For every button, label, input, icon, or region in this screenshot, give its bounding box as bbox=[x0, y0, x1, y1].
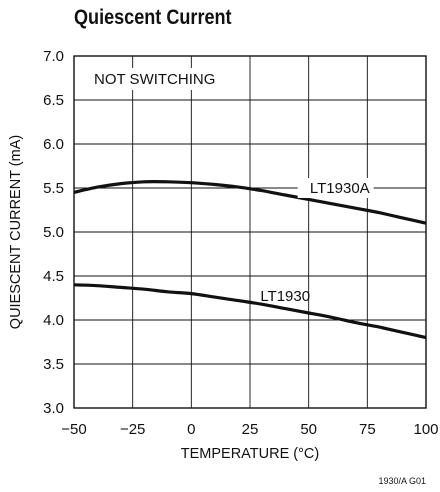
series-label-background bbox=[297, 178, 374, 198]
y-tick-label: 4.5 bbox=[43, 268, 64, 285]
y-tick-label: 3.0 bbox=[43, 400, 64, 417]
chart-title: Quiescent Current bbox=[74, 6, 232, 29]
y-axis-label: QUIESCENT CURRENT (mA) bbox=[8, 135, 24, 329]
series-line-lt1930 bbox=[73, 283, 427, 340]
x-tick-label: 0 bbox=[187, 421, 195, 438]
y-tick-label: 4.0 bbox=[43, 312, 64, 329]
x-tick-label: −50 bbox=[61, 421, 86, 438]
x-tick-label: −25 bbox=[120, 421, 145, 438]
annotation-not-switching: NOT SWITCHING bbox=[94, 71, 215, 88]
annotation-background bbox=[90, 68, 220, 90]
series-labels: LT1930A LT1930 bbox=[260, 178, 374, 305]
x-tick-label: 25 bbox=[242, 421, 259, 438]
y-tick-label: 7.0 bbox=[43, 48, 64, 65]
grid bbox=[74, 56, 426, 408]
x-tick-label: 100 bbox=[413, 421, 438, 438]
curves bbox=[73, 180, 427, 340]
y-tick-label: 5.5 bbox=[43, 180, 64, 197]
tick-labels: −50 −25 0 25 50 75 100 3.0 3.5 4.0 4.5 5.0 5.5 6.0 6.5… bbox=[43, 48, 438, 438]
y-tick-label: 6.5 bbox=[43, 92, 64, 109]
plot-frame bbox=[73, 55, 427, 409]
x-tick-label: 75 bbox=[359, 421, 376, 438]
y-tick-label: 6.0 bbox=[43, 136, 64, 153]
x-axis-label: TEMPERATURE (°C) bbox=[181, 446, 319, 462]
series-line-lt1930a bbox=[73, 180, 427, 225]
series-label-lt1930a: LT1930A bbox=[310, 180, 370, 197]
x-tick-label: 50 bbox=[300, 421, 317, 438]
y-tick-label: 3.5 bbox=[43, 356, 64, 373]
series-label-lt1930: LT1930 bbox=[260, 288, 310, 305]
figure-id: 1930/A G01 bbox=[378, 476, 426, 486]
y-tick-label: 5.0 bbox=[43, 224, 64, 241]
